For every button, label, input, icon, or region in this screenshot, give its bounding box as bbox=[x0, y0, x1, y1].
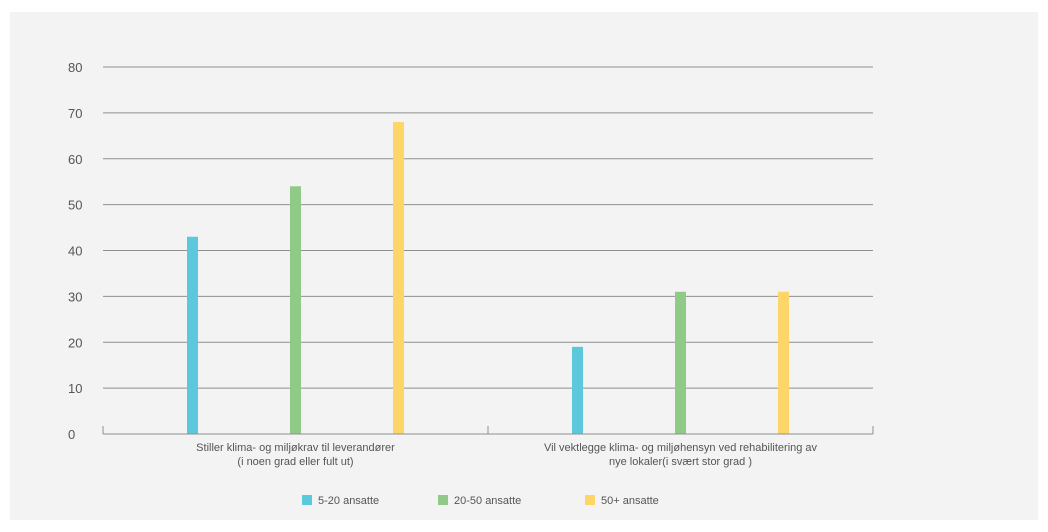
y-tick-label: 10 bbox=[68, 381, 82, 396]
bar-chart: 0 10 20 30 40 50 60 70 80 Stiller klima- og milj… bbox=[68, 60, 874, 507]
bar-20-50-ansatte-1 bbox=[290, 186, 301, 434]
y-tick-label: 80 bbox=[68, 60, 82, 75]
legend-label: 50+ ansatte bbox=[601, 495, 659, 507]
legend-label: 5-20 ansatte bbox=[318, 495, 379, 507]
legend-item: 5-20 ansatte bbox=[302, 495, 379, 507]
chart-panel: 0 10 20 30 40 50 60 70 80 Stiller klima- og milj… bbox=[10, 12, 1038, 520]
y-axis-ticks: 0 10 20 30 40 50 60 70 80 bbox=[68, 60, 82, 442]
legend-item: 50+ ansatte bbox=[585, 495, 659, 507]
category-label-line: Stiller klima- og miljøkrav til leverand… bbox=[196, 442, 395, 454]
bars bbox=[187, 122, 789, 435]
bar-50+-ansatte-2 bbox=[778, 291, 789, 434]
category-labels: Stiller klima- og miljøkrav til leverand… bbox=[196, 442, 817, 468]
category-label-line: (i noen grad eller fult ut) bbox=[237, 456, 353, 468]
y-tick-label: 40 bbox=[68, 244, 82, 259]
y-tick-label: 70 bbox=[68, 106, 82, 121]
legend-swatch bbox=[302, 495, 312, 505]
x-axis bbox=[102, 426, 874, 435]
category-label: Stiller klima- og miljøkrav til leverand… bbox=[196, 442, 395, 468]
y-tick-label: 50 bbox=[68, 198, 82, 213]
bar-5-20-ansatte-1 bbox=[187, 236, 198, 434]
y-tick-label: 0 bbox=[68, 427, 75, 442]
legend-label: 20-50 ansatte bbox=[454, 495, 521, 507]
category-label: Vil vektlegge klima- og miljøhensyn ved … bbox=[544, 442, 818, 468]
legend-item: 20-50 ansatte bbox=[438, 495, 521, 507]
y-tick-label: 60 bbox=[68, 152, 82, 167]
category-label-line: Vil vektlegge klima- og miljøhensyn ved … bbox=[544, 442, 818, 454]
legend-swatch bbox=[585, 495, 595, 505]
bar-5-20-ansatte-2 bbox=[572, 346, 583, 434]
bar-50+-ansatte-1 bbox=[393, 122, 404, 435]
y-tick-label: 30 bbox=[68, 289, 82, 304]
legend-swatch bbox=[438, 495, 448, 505]
legend: 5-20 ansatte 20-50 ansatte 50+ ansatte bbox=[302, 495, 659, 507]
bar-20-50-ansatte-2 bbox=[675, 291, 686, 434]
y-tick-label: 20 bbox=[68, 335, 82, 350]
category-label-line: nye lokaler(i svært stor grad ) bbox=[609, 456, 752, 468]
gridlines bbox=[103, 66, 873, 389]
